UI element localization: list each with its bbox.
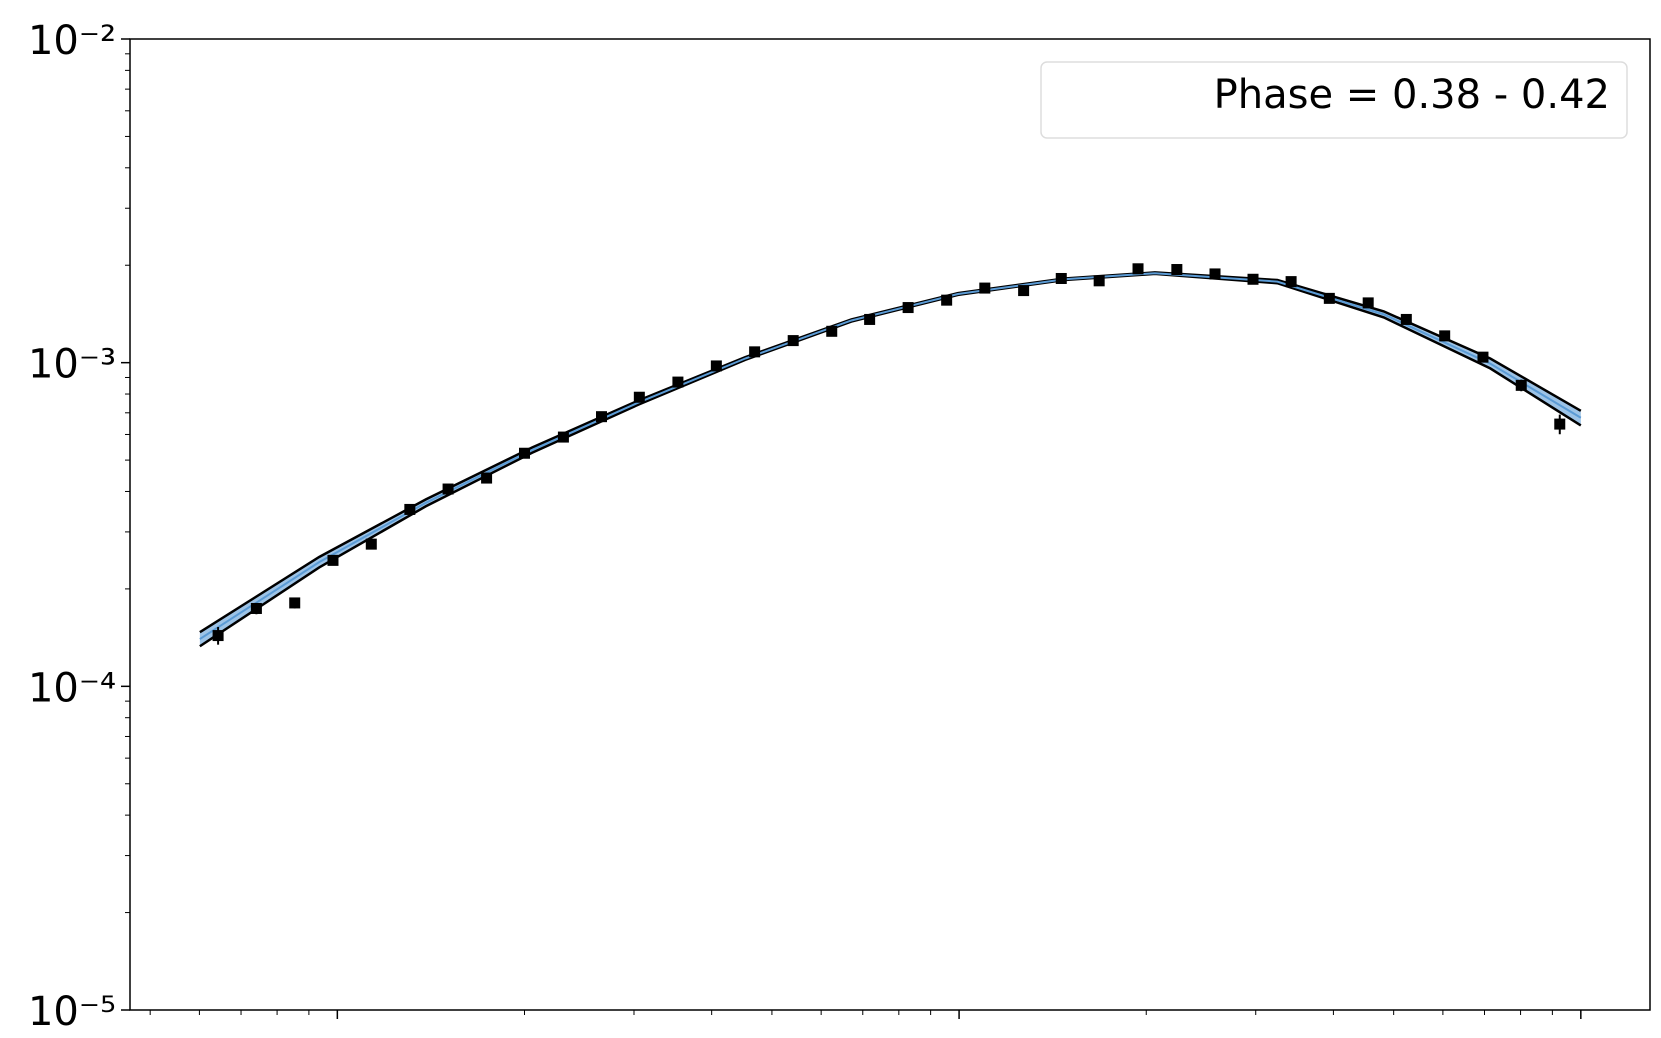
plot-area: 10⁻² 10⁻³ 10⁻⁴ 10⁻⁵ (28, 18, 1582, 1035)
legend-label: Phase = 0.38 - 0.42 (1214, 72, 1610, 118)
data-point (1554, 418, 1566, 430)
data-point (1018, 285, 1030, 297)
data-point (749, 346, 761, 358)
data-point (557, 431, 569, 443)
data-point (787, 335, 799, 347)
data-point (596, 411, 608, 423)
data-point (864, 313, 876, 325)
data-point (1209, 268, 1221, 280)
y-tick-label: 10⁻⁴ (28, 665, 116, 711)
data-point (979, 282, 991, 294)
y-tick-label: 10⁻² (28, 18, 116, 64)
data-point (1132, 263, 1144, 275)
data-point (481, 472, 493, 484)
data-point (710, 360, 722, 372)
data-point (1247, 273, 1259, 285)
data-point (672, 376, 684, 388)
data-point (1439, 330, 1451, 342)
data-point (1477, 351, 1489, 363)
data-point (1400, 313, 1412, 325)
data-point (519, 447, 531, 459)
data-point (212, 630, 224, 642)
data-point (1515, 379, 1527, 391)
y-tick-label: 10⁻⁵ (28, 989, 116, 1035)
data-point (1285, 276, 1297, 288)
data-point (250, 602, 262, 614)
data-point (941, 294, 953, 306)
axes-frame (129, 38, 1651, 1011)
legend-box (1040, 61, 1628, 139)
data-point (327, 554, 339, 566)
data-point (404, 503, 416, 515)
data-point (902, 302, 914, 314)
data-point (826, 325, 838, 337)
data-point (1055, 272, 1067, 284)
data-point (1362, 297, 1374, 309)
data-point (365, 538, 377, 550)
data-point (442, 483, 454, 495)
data-point (289, 597, 301, 609)
data-point (1093, 275, 1105, 287)
data-point (633, 391, 645, 403)
data-point (1323, 292, 1335, 304)
y-tick-label: 10⁻³ (28, 342, 116, 388)
data-point (1171, 264, 1183, 276)
